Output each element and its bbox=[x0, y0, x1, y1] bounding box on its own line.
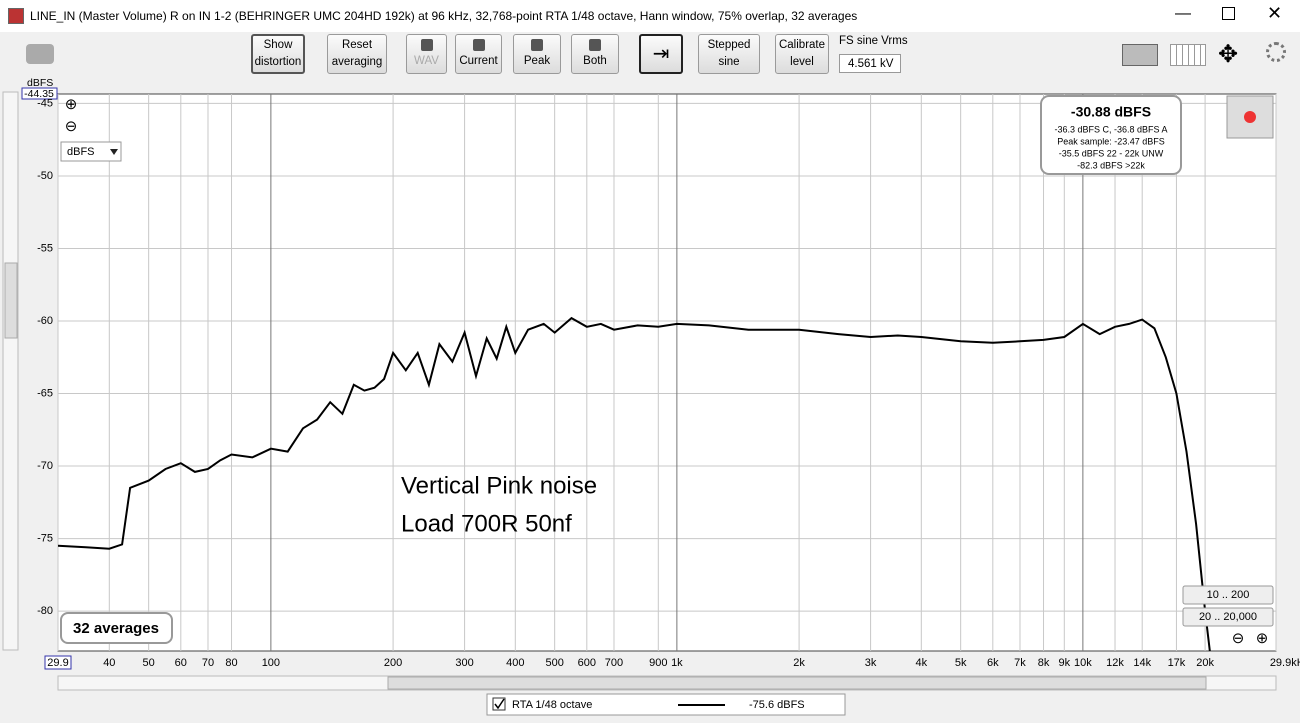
h-scroll-thumb[interactable] bbox=[387, 676, 1207, 690]
averages-text: 32 averages bbox=[73, 620, 159, 637]
y-tick-label: -65 bbox=[37, 387, 53, 399]
current-button[interactable]: Current bbox=[455, 34, 502, 74]
y-top-label: -44.35 bbox=[24, 88, 54, 100]
readout-main: -30.88 dBFS bbox=[1071, 104, 1151, 120]
annotation: Load 700R 50nf bbox=[401, 510, 572, 537]
x-start-box bbox=[44, 655, 72, 670]
x-tick-label: 20k bbox=[1196, 657, 1214, 669]
x-tick-label: 60 bbox=[175, 657, 187, 669]
x-tick-label: 600 bbox=[578, 657, 596, 669]
range-button[interactable] bbox=[1182, 585, 1274, 605]
peak-button[interactable]: Peak bbox=[513, 34, 561, 74]
y-tick-label: -55 bbox=[37, 242, 53, 254]
y-unit: dBFS bbox=[27, 77, 53, 89]
x-tick-label: 17k bbox=[1168, 657, 1186, 669]
averages-box bbox=[60, 612, 173, 644]
v-scroll-thumb[interactable] bbox=[4, 262, 18, 339]
x-tick-label: 100 bbox=[262, 657, 280, 669]
x-tick-label: 80 bbox=[225, 657, 237, 669]
y-tick-label: -60 bbox=[37, 315, 53, 327]
readout-box bbox=[1040, 95, 1182, 175]
readout-line: -36.3 dBFS C, -36.8 dBFS A bbox=[1054, 124, 1167, 134]
x-tick-label: 29.9 bbox=[47, 657, 68, 669]
close[interactable]: ✕ bbox=[1267, 3, 1283, 23]
legend-name: RTA 1/48 octave bbox=[512, 699, 592, 711]
x-tick-label: 3k bbox=[865, 657, 877, 669]
fs-value[interactable]: 4.561 kV bbox=[839, 54, 901, 73]
check-mark bbox=[494, 698, 505, 710]
x-tick-label: 40 bbox=[103, 657, 115, 669]
x-zoom-out[interactable]: ⊖ bbox=[1232, 630, 1245, 647]
screenshot-icon[interactable] bbox=[26, 44, 54, 64]
window-title: LINE_IN (Master Volume) R on IN 1-2 (BEH… bbox=[30, 9, 858, 23]
y-tick-label: -80 bbox=[37, 605, 53, 617]
title-bar: LINE_IN (Master Volume) R on IN 1-2 (BEH… bbox=[0, 0, 1300, 32]
reset-averaging-button[interactable]: Reset averaging bbox=[327, 34, 387, 74]
legend-bar bbox=[486, 693, 846, 716]
app-icon bbox=[8, 8, 24, 24]
readout-line: -82.3 dBFS >22k bbox=[1077, 160, 1145, 170]
zoom-out[interactable]: ⊖ bbox=[65, 118, 78, 135]
x-tick-label: 1k bbox=[671, 657, 683, 669]
settings-icon[interactable] bbox=[1266, 42, 1286, 62]
y-tick-label: -75 bbox=[37, 532, 53, 544]
x-tick-label: 10k bbox=[1074, 657, 1092, 669]
zoom-in[interactable]: ⊕ bbox=[65, 96, 78, 113]
x-tick-label: 900 bbox=[649, 657, 667, 669]
x-tick-label: 6k bbox=[987, 657, 999, 669]
move-icon[interactable]: ✥ bbox=[1218, 41, 1239, 68]
import-button[interactable]: ⇥ bbox=[639, 34, 683, 74]
unit-select-text: dBFS bbox=[67, 146, 95, 158]
x-tick-label: 29.9kHz bbox=[1270, 657, 1300, 669]
rta-curve bbox=[58, 316, 1211, 651]
x-tick-label: 400 bbox=[506, 657, 524, 669]
x-tick-label: 200 bbox=[384, 657, 402, 669]
columns-icon[interactable] bbox=[1170, 44, 1206, 66]
y-tick-label: -50 bbox=[37, 170, 53, 182]
record-dot bbox=[1244, 111, 1256, 123]
y-top-box bbox=[21, 87, 58, 100]
both-button[interactable]: Both bbox=[571, 34, 619, 74]
x-tick-label: 500 bbox=[545, 657, 563, 669]
x-zoom-in[interactable]: ⊕ bbox=[1256, 630, 1269, 647]
plot-area bbox=[57, 93, 1277, 652]
range-button[interactable] bbox=[1182, 607, 1274, 627]
x-tick-label: 70 bbox=[202, 657, 214, 669]
v-scrollbar[interactable] bbox=[2, 91, 19, 651]
fs-label: FS sine Vrms bbox=[839, 35, 908, 47]
range-text: 10 .. 200 bbox=[1207, 589, 1250, 601]
dropdown-arrow bbox=[110, 149, 118, 155]
legend-readout: -75.6 dBFS bbox=[749, 699, 805, 711]
layout-icon[interactable] bbox=[1122, 44, 1158, 66]
x-tick-label: 7k bbox=[1014, 657, 1026, 669]
x-tick-label: 8k bbox=[1038, 657, 1050, 669]
x-tick-label: 5k bbox=[955, 657, 967, 669]
unit-select[interactable] bbox=[60, 141, 122, 162]
x-tick-label: 50 bbox=[143, 657, 155, 669]
x-tick-label: 300 bbox=[455, 657, 473, 669]
x-tick-label: 12k bbox=[1106, 657, 1124, 669]
annotation: Vertical Pink noise bbox=[401, 472, 597, 499]
show-distortion-button[interactable]: Show distortion bbox=[251, 34, 305, 74]
wav-button[interactable]: WAV bbox=[406, 34, 447, 74]
readout-line: Peak sample: -23.47 dBFS bbox=[1057, 136, 1165, 146]
y-tick-label: -70 bbox=[37, 460, 53, 472]
calibrate-level-button[interactable]: Calibrate level bbox=[775, 34, 829, 74]
x-tick-label: 700 bbox=[605, 657, 623, 669]
x-tick-label: 4k bbox=[916, 657, 928, 669]
minimize[interactable]: — bbox=[1175, 5, 1191, 22]
x-tick-label: 2k bbox=[793, 657, 805, 669]
maximize[interactable] bbox=[1222, 7, 1235, 20]
record-button[interactable] bbox=[1226, 95, 1274, 139]
x-tick-label: 9k bbox=[1058, 657, 1070, 669]
y-tick-label: -45 bbox=[37, 97, 53, 109]
readout-line: -35.5 dBFS 22 - 22k UNW bbox=[1059, 148, 1164, 158]
stepped-sine-button[interactable]: Stepped sine bbox=[698, 34, 760, 74]
range-text: 20 .. 20,000 bbox=[1199, 611, 1257, 623]
x-tick-label: 14k bbox=[1133, 657, 1151, 669]
